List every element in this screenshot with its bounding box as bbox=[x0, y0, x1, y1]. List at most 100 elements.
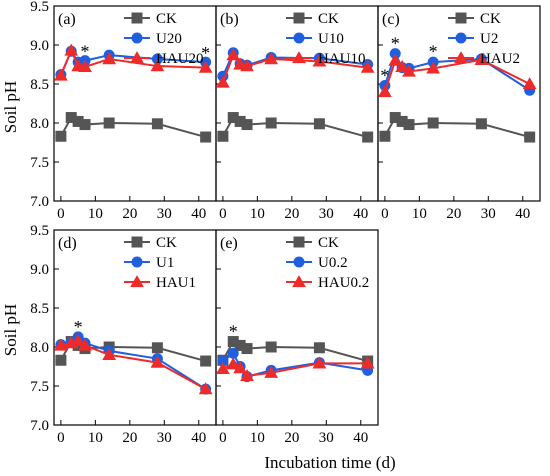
y-tick-label: 9.0 bbox=[30, 38, 49, 54]
data-point bbox=[217, 130, 229, 142]
data-point bbox=[360, 60, 375, 73]
data-point bbox=[233, 361, 248, 374]
data-point bbox=[151, 118, 163, 130]
legend-marker bbox=[454, 51, 468, 64]
data-point bbox=[240, 368, 254, 382]
x-tick-label: 0 bbox=[57, 430, 65, 446]
x-tick-label: 0 bbox=[219, 206, 227, 222]
x-tick-label: 10 bbox=[250, 430, 265, 446]
legend-label: CK bbox=[318, 11, 339, 27]
x-tick-label: 10 bbox=[88, 206, 103, 222]
x-tick-label: 20 bbox=[284, 430, 299, 446]
significance-marker: * bbox=[391, 34, 400, 54]
data-point bbox=[102, 347, 117, 360]
legend-label: U0.2 bbox=[318, 255, 348, 271]
legend-marker bbox=[131, 12, 143, 24]
legend-entry: HAU2 bbox=[448, 51, 520, 67]
legend-entry: U20 bbox=[124, 31, 182, 47]
x-tick-label: 40 bbox=[353, 430, 368, 446]
data-point bbox=[475, 118, 487, 130]
data-point bbox=[396, 115, 408, 127]
legend-entry: U10 bbox=[286, 31, 344, 47]
legend-label: HAU0.2 bbox=[318, 275, 369, 291]
x-tick-label: 20 bbox=[284, 206, 299, 222]
data-point bbox=[65, 112, 77, 124]
legend-marker bbox=[292, 51, 306, 64]
legend-entry: CK bbox=[286, 11, 339, 27]
legend-marker bbox=[130, 51, 144, 64]
legend-marker bbox=[455, 12, 467, 24]
data-point bbox=[200, 131, 212, 143]
series-CK bbox=[55, 112, 212, 143]
series-HAU1 bbox=[54, 333, 213, 395]
y-tick-label: 9.0 bbox=[30, 262, 49, 278]
significance-marker: * bbox=[74, 317, 83, 337]
legend-entry: U1 bbox=[124, 255, 174, 271]
data-point bbox=[313, 118, 325, 130]
legend-marker bbox=[455, 32, 467, 44]
panel-frame bbox=[377, 5, 541, 202]
data-point bbox=[522, 77, 537, 90]
data-point bbox=[474, 52, 489, 65]
legend-marker bbox=[131, 236, 143, 248]
legend-label: CK bbox=[156, 11, 177, 27]
legend-entry: HAU0.2 bbox=[286, 275, 369, 291]
x-tick-label: 10 bbox=[88, 430, 103, 446]
data-point bbox=[216, 75, 230, 88]
data-point bbox=[265, 341, 277, 353]
series-HAU2 bbox=[378, 52, 537, 97]
x-tick-label: 20 bbox=[122, 430, 137, 446]
data-point bbox=[78, 338, 92, 351]
significance-marker: * bbox=[81, 41, 90, 61]
x-tick-label: 10 bbox=[250, 206, 265, 222]
data-point bbox=[227, 336, 239, 348]
y-axis-label-top: Soil pH bbox=[1, 81, 20, 133]
x-tick-label: 20 bbox=[122, 206, 137, 222]
legend-marker bbox=[131, 256, 143, 268]
y-tick-label: 9.5 bbox=[30, 223, 49, 239]
legend-label: CK bbox=[156, 235, 177, 251]
chart-layer: 0 10 20 30 407.07.58.08.59.09.5* *(a) CKU20HAU… bbox=[30, 0, 541, 446]
data-point bbox=[241, 343, 253, 355]
panel-a: 0 10 20 30 40 7.0 7.5 8.0 8.5 9.0 9.5 * * (a) CK U20 HAU… bbox=[30, 0, 217, 222]
data-point bbox=[360, 356, 375, 369]
y-tick-label: 8.0 bbox=[30, 116, 49, 132]
legend-marker bbox=[293, 12, 305, 24]
panel-b: 0 10 20 30 40 (b) CK U10 HAU10 bbox=[215, 5, 379, 222]
data-point bbox=[198, 60, 213, 73]
x-tick-label: 0 bbox=[381, 206, 389, 222]
data-point bbox=[79, 119, 91, 131]
data-point bbox=[151, 53, 163, 65]
significance-marker: * bbox=[429, 41, 438, 61]
data-point bbox=[313, 342, 325, 354]
legend-marker bbox=[293, 256, 305, 268]
data-point bbox=[379, 130, 391, 142]
data-point bbox=[402, 64, 416, 77]
legend-label: HAU20 bbox=[156, 51, 204, 67]
panel-d: 0 10 20 30 40 7.0 7.5 8.0 8.5 9.0 9.5 * (d) CK U1 HAU1 bbox=[30, 223, 217, 446]
legend-marker bbox=[293, 236, 305, 248]
legend-label: HAU2 bbox=[480, 51, 520, 67]
data-point bbox=[240, 59, 254, 72]
data-point bbox=[78, 59, 92, 72]
data-point bbox=[362, 131, 374, 143]
legend-entry: CK bbox=[448, 11, 501, 27]
panel-e: 0 10 20 30 40 * (e) CK U0.2 HAU0.2 bbox=[215, 229, 379, 446]
legend-entry: HAU20 bbox=[124, 51, 204, 67]
significance-marker: * bbox=[229, 322, 238, 342]
legend-label: HAU1 bbox=[156, 275, 196, 291]
y-tick-label: 8.5 bbox=[30, 77, 49, 93]
panel-label: (e) bbox=[220, 235, 238, 252]
x-tick-label: 40 bbox=[353, 206, 368, 222]
x-tick-label: 30 bbox=[319, 206, 334, 222]
legend-marker bbox=[130, 275, 144, 288]
data-point bbox=[389, 112, 401, 124]
x-tick-label: 30 bbox=[157, 206, 172, 222]
data-point bbox=[198, 382, 213, 395]
y-tick-label: 7.0 bbox=[30, 194, 49, 210]
data-point bbox=[427, 117, 439, 129]
x-tick-label: 30 bbox=[157, 430, 172, 446]
data-point bbox=[103, 117, 115, 129]
